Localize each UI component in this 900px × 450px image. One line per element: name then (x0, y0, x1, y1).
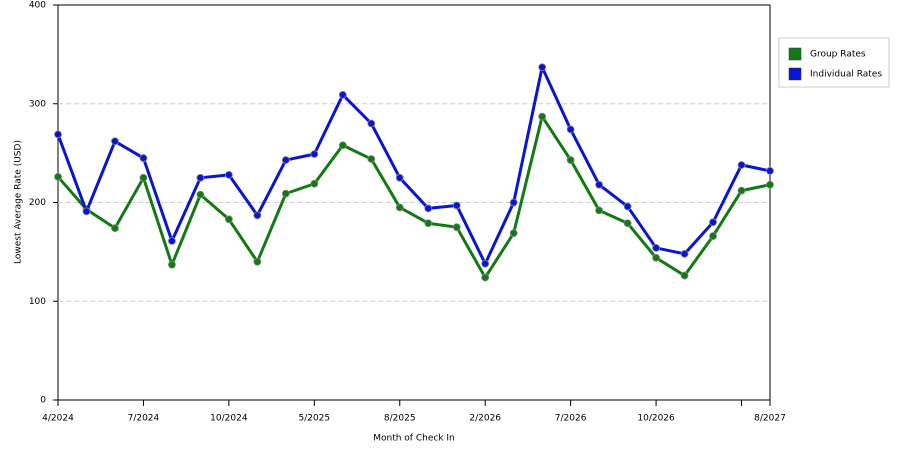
x-tick-label: 10/2026 (637, 414, 675, 424)
data-point (652, 253, 660, 262)
y-tick-label: 0 (40, 396, 46, 406)
data-point (538, 112, 547, 121)
data-point (737, 161, 746, 169)
data-point (338, 90, 347, 99)
data-point (281, 189, 290, 198)
data-point (54, 172, 62, 181)
data-point (709, 232, 717, 240)
data-point (253, 211, 262, 220)
data-point (111, 224, 119, 233)
data-point (709, 218, 717, 227)
data-point (139, 173, 148, 182)
data-point (54, 130, 62, 139)
data-point (82, 207, 91, 216)
data-point (766, 166, 774, 175)
data-point (424, 219, 433, 228)
data-point (367, 119, 376, 128)
data-point (595, 180, 604, 189)
data-point (310, 150, 319, 159)
data-point (452, 201, 461, 210)
y-tick-label: 100 (29, 297, 46, 307)
data-point (338, 141, 347, 150)
data-point (680, 249, 689, 258)
data-point (652, 244, 660, 252)
x-tick-label: 5/2025 (298, 414, 330, 424)
x-axis-label: Month of Check In (373, 434, 455, 444)
x-tick-label: 10/2024 (210, 414, 248, 424)
legend-label: Individual Rates (810, 70, 882, 80)
data-point (766, 180, 774, 189)
data-point (424, 204, 433, 213)
x-tick-label: 7/2024 (128, 414, 160, 424)
data-point (139, 154, 148, 162)
data-point (196, 190, 205, 199)
data-point (310, 179, 319, 188)
data-point (509, 198, 518, 207)
data-point (452, 223, 461, 232)
x-tick-label: 4/2024 (42, 414, 74, 424)
legend-label: Group Rates (810, 50, 866, 60)
data-point (395, 173, 404, 182)
data-point (481, 259, 490, 268)
series-line (56, 115, 771, 280)
legend-swatch (788, 67, 802, 81)
data-point (395, 203, 404, 212)
data-point (509, 229, 518, 238)
data-point (224, 215, 233, 224)
series-line (56, 65, 771, 266)
data-point (168, 237, 176, 245)
x-tick-label: 8/2025 (384, 414, 416, 424)
y-axis-label: Lowest Average Rate (USD) (14, 140, 24, 264)
data-point (595, 206, 604, 215)
data-point (566, 156, 575, 164)
data-point (737, 186, 746, 195)
data-point (623, 219, 632, 228)
data-point (538, 63, 547, 72)
data-point (224, 170, 233, 179)
x-tick-label: 7/2026 (555, 414, 587, 424)
data-point (566, 125, 575, 134)
data-point (196, 173, 205, 182)
y-tick-label: 400 (29, 1, 46, 11)
data-point (680, 271, 689, 280)
data-point (367, 155, 376, 163)
data-point (623, 202, 632, 211)
data-point (481, 273, 490, 282)
x-tick-label: 8/2027 (754, 414, 786, 424)
y-tick-label: 200 (29, 198, 46, 208)
legend-swatch (788, 47, 802, 61)
x-tick-label: 2/2026 (469, 414, 501, 424)
data-point (111, 137, 119, 146)
data-point (168, 260, 176, 269)
y-tick-label: 300 (29, 99, 46, 109)
data-point (281, 156, 290, 164)
data-point (253, 257, 262, 266)
